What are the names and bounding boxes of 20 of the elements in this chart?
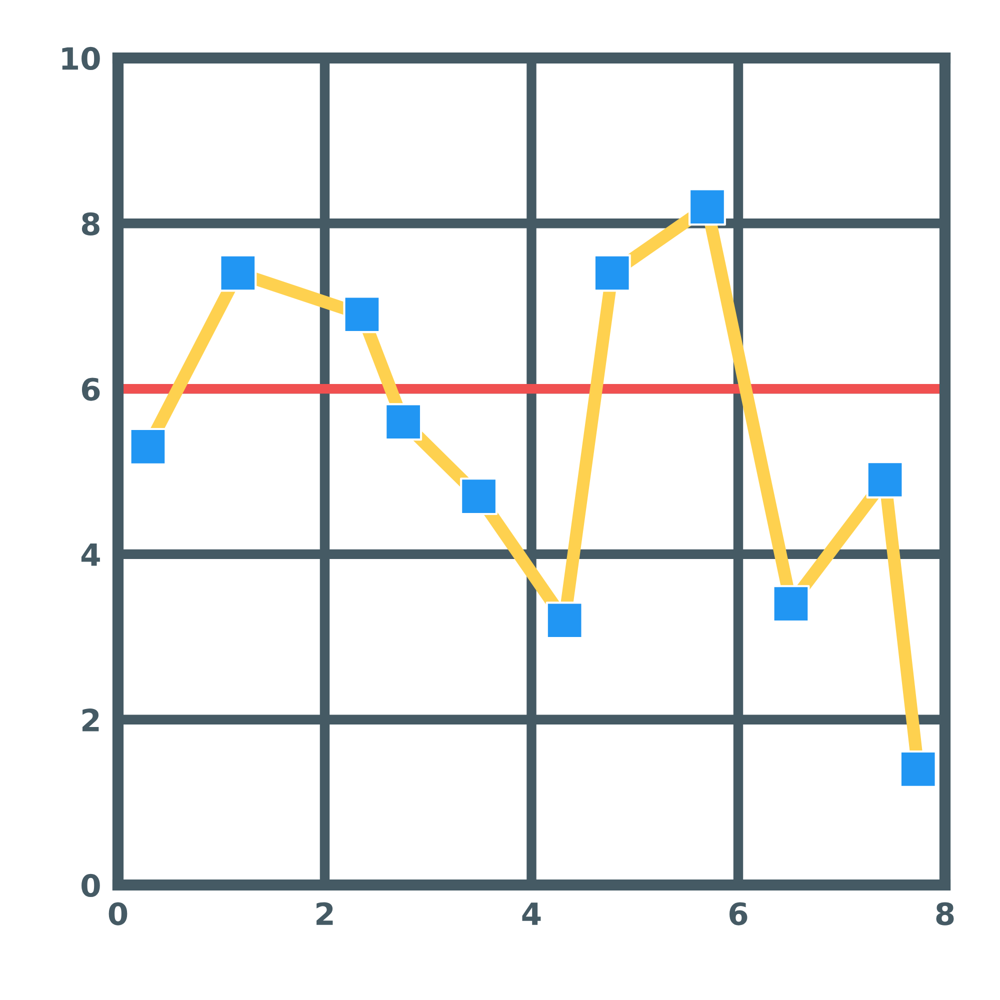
y-tick-label: 6 xyxy=(82,378,100,401)
y-tick-label: 0 xyxy=(82,874,100,898)
y-tick-label: 8 xyxy=(82,212,100,236)
x-tick-label: 2 xyxy=(316,902,333,925)
point xyxy=(343,296,381,334)
point xyxy=(129,428,167,466)
point xyxy=(593,254,631,292)
point xyxy=(866,461,904,499)
x-tick-label: 6 xyxy=(730,902,748,926)
x-tick-label: 4 xyxy=(522,902,541,925)
y-tick-label: 4 xyxy=(81,544,100,566)
y-tick-label: 2 xyxy=(82,708,99,732)
point xyxy=(219,254,257,292)
point xyxy=(899,750,937,788)
point xyxy=(384,403,422,441)
y-tick-label: 10 xyxy=(62,46,100,70)
x-tick-label: 0 xyxy=(108,902,128,926)
point xyxy=(688,188,726,226)
point xyxy=(460,478,498,516)
x-tick-label: 8 xyxy=(936,902,954,926)
